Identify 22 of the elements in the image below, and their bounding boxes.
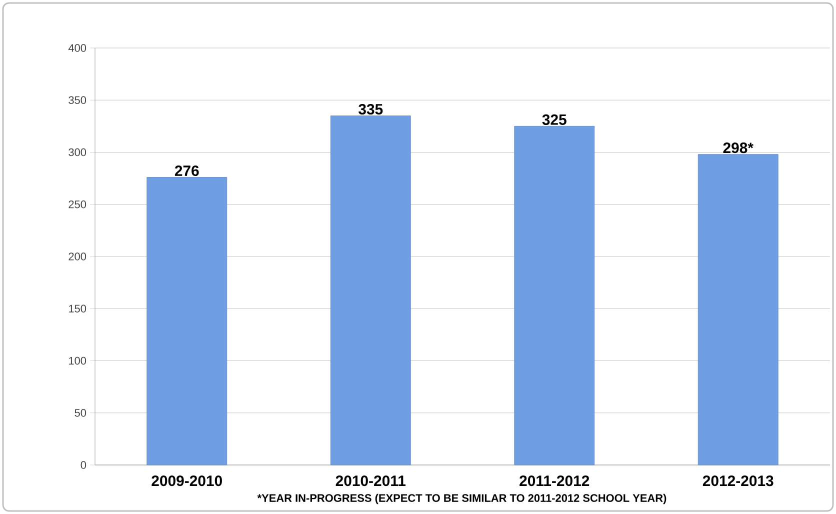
x-tick-label: 2010-2011 bbox=[336, 476, 406, 486]
data-label: 298* bbox=[723, 142, 754, 154]
y-tick-label: 400 bbox=[68, 44, 86, 52]
y-tick-label: 50 bbox=[74, 408, 86, 417]
bar bbox=[698, 154, 778, 466]
text: *YEAR IN-PROGRESS (EXPECT TO BE SIMILAR TO 2011-2012 SCHOOL YEAR) bbox=[257, 494, 666, 504]
y-tick-label: 150 bbox=[69, 304, 86, 312]
x-tick-label: 2009-2010 bbox=[152, 476, 222, 486]
x-tick-label: 2012-2013 bbox=[702, 476, 774, 486]
bar bbox=[514, 126, 595, 466]
y-tick-label: 350 bbox=[68, 96, 86, 104]
data-label: 335 bbox=[358, 104, 383, 115]
y-tick-label: 100 bbox=[69, 356, 86, 365]
data-label: 325 bbox=[542, 114, 566, 125]
x-tick-label: 2011-2012 bbox=[520, 476, 590, 486]
y-tick-label: 250 bbox=[68, 200, 86, 208]
bar bbox=[146, 177, 228, 466]
bar bbox=[330, 116, 411, 466]
y-tick-label: 0 bbox=[80, 461, 86, 469]
data-label: 276 bbox=[174, 165, 199, 176]
y-tick-label: 200 bbox=[68, 252, 86, 260]
y-tick-label: 300 bbox=[68, 148, 86, 156]
